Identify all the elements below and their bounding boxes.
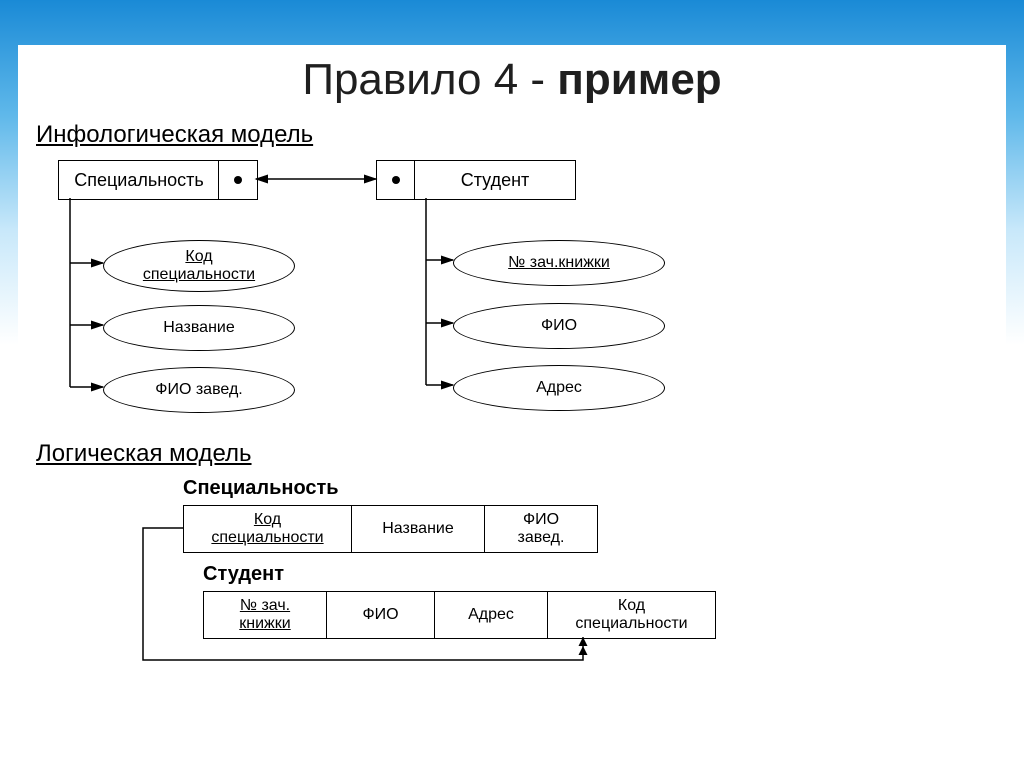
attr-ellipse-name: Название bbox=[103, 305, 295, 351]
attr-ellipse-spec-code: Кодспециальности bbox=[103, 240, 295, 292]
table-cell-spec-code: Кодспециальности bbox=[184, 506, 352, 552]
section-label-infological: Инфологическая модель bbox=[36, 121, 313, 149]
attr-label: № зач.книжки bbox=[508, 254, 610, 272]
slide: Правило 4 - пример Инфологическая модель… bbox=[0, 0, 1024, 767]
table-cell-head: ФИОзавед. bbox=[485, 506, 597, 552]
section-label-logical: Логическая модель bbox=[36, 440, 252, 468]
content-area: Правило 4 - пример Инфологическая модель… bbox=[18, 45, 1006, 747]
title-text-plain: Правило 4 - bbox=[302, 55, 557, 104]
table-cell-name: Название bbox=[352, 506, 485, 552]
cardinality-dot-right bbox=[376, 160, 416, 200]
table-row-student: № зач.книжки ФИО Адрес Кодспециальности bbox=[203, 591, 716, 639]
attr-ellipse-fio: ФИО bbox=[453, 303, 665, 349]
table-cell-fio: ФИО bbox=[327, 592, 435, 638]
slide-title: Правило 4 - пример bbox=[18, 55, 1006, 105]
attr-label: ФИО завед. bbox=[155, 381, 242, 399]
cardinality-dot-left bbox=[218, 160, 258, 200]
attr-ellipse-head: ФИО завед. bbox=[103, 367, 295, 413]
table-cell-record-id: № зач.книжки bbox=[204, 592, 327, 638]
attr-label: Кодспециальности bbox=[143, 248, 255, 285]
table-cell-fk-spec-code: Кодспециальности bbox=[548, 592, 715, 638]
table-label-specialty: Специальность bbox=[183, 477, 339, 500]
entity-box-specialty: Специальность bbox=[58, 160, 220, 200]
attr-ellipse-address: Адрес bbox=[453, 365, 665, 411]
table-label-student: Студент bbox=[203, 563, 284, 586]
attr-label: Адрес bbox=[536, 379, 582, 397]
title-text-bold: пример bbox=[557, 55, 721, 104]
attr-label: ФИО bbox=[541, 317, 577, 335]
table-cell-address: Адрес bbox=[435, 592, 548, 638]
attr-label: Название bbox=[163, 319, 235, 337]
attr-ellipse-record-id: № зач.книжки bbox=[453, 240, 665, 286]
entity-box-student: Студент bbox=[414, 160, 576, 200]
table-row-specialty: Кодспециальности Название ФИОзавед. bbox=[183, 505, 598, 553]
